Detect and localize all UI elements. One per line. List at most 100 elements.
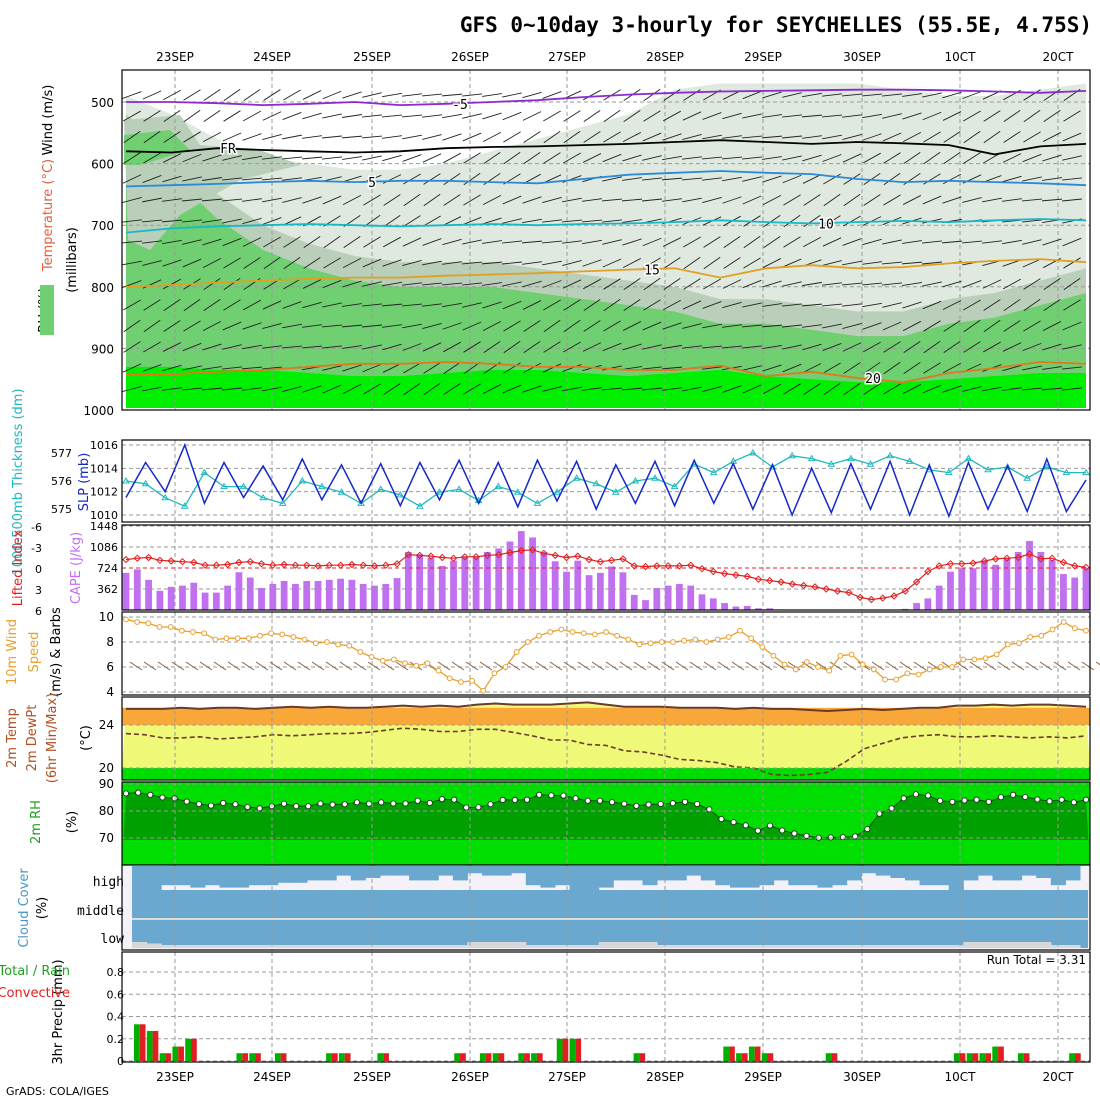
surface-barb xyxy=(283,661,297,671)
wind-barb xyxy=(183,89,201,101)
thickness-tick-label: 576 xyxy=(51,475,72,488)
li-marker xyxy=(551,551,559,560)
wind-barb xyxy=(423,193,441,207)
wind-barb xyxy=(242,133,262,141)
rh-band-90 xyxy=(126,366,1086,410)
wind-barb xyxy=(143,341,161,353)
wind-barb xyxy=(742,345,762,349)
wind-barb xyxy=(602,239,622,245)
slp-tick-label: 1012 xyxy=(90,486,118,499)
li-marker xyxy=(291,561,300,569)
cape-axis-label: CAPE (J/kg) xyxy=(69,532,84,604)
low-cloud-bar xyxy=(700,945,716,948)
wind-barb xyxy=(422,282,442,286)
low-cloud-bar xyxy=(496,942,512,948)
high-cloud-bar xyxy=(482,866,498,876)
bottom-date-label: 25SEP xyxy=(353,1070,391,1084)
wind-barb xyxy=(442,133,462,141)
wind10m-axis-label: Speed xyxy=(27,632,42,673)
precip-tick-label: 0.4 xyxy=(107,1011,125,1024)
thickness-marker xyxy=(122,477,130,484)
wind-barb xyxy=(523,340,541,354)
run-total-label: Run Total = 3.31 xyxy=(987,953,1086,967)
wind-speed-marker xyxy=(603,629,609,635)
low-cloud-bar xyxy=(292,945,308,948)
wind-barb xyxy=(882,282,902,286)
cape-bar xyxy=(495,548,503,610)
wind-barb xyxy=(682,134,702,140)
isotherm-label: -5 xyxy=(452,98,468,113)
high-cloud-bar xyxy=(438,866,454,876)
wind-barb xyxy=(842,153,862,163)
wind-barb xyxy=(583,109,601,123)
wind-speed-marker xyxy=(346,642,353,649)
low-cloud-bar xyxy=(788,945,804,948)
wind-barb xyxy=(1023,320,1041,332)
wind-barb xyxy=(142,90,162,100)
li-marker xyxy=(777,578,785,586)
wind-barb xyxy=(782,363,802,373)
wind-barb xyxy=(563,110,581,122)
wind-barb xyxy=(1023,278,1041,290)
wind-barb xyxy=(242,387,262,391)
wind-barb xyxy=(123,110,141,122)
wind-barb xyxy=(1062,177,1082,181)
wind-barb xyxy=(203,110,221,122)
li-marker xyxy=(585,555,593,564)
cape-bar xyxy=(935,585,943,610)
low-cloud-bar xyxy=(773,945,789,948)
high-cloud-bar xyxy=(365,866,381,878)
wind-barb xyxy=(621,387,643,391)
wind-barb xyxy=(602,342,622,352)
wind-barb xyxy=(942,196,962,204)
isotherm-label: 20 xyxy=(865,372,881,387)
wind-barb xyxy=(602,176,622,182)
wind-speed-marker xyxy=(357,649,364,655)
wind-barb xyxy=(142,364,162,372)
wind-barb xyxy=(923,320,941,332)
wind-barb xyxy=(263,236,281,248)
wind-barb xyxy=(423,215,441,227)
high-cloud-bar xyxy=(744,866,760,888)
wind-barb xyxy=(702,323,722,329)
temp-band xyxy=(122,707,1090,725)
thickness-marker xyxy=(161,493,170,501)
high-cloud-bar xyxy=(307,866,323,881)
thickness-marker xyxy=(553,488,561,495)
rh-marker xyxy=(317,800,324,807)
surface-barb xyxy=(969,661,983,671)
wind-barb xyxy=(902,320,922,332)
wind-barb xyxy=(422,323,442,329)
rh-marker xyxy=(779,827,786,834)
wind-speed-marker xyxy=(156,624,163,630)
wind-speed-marker xyxy=(759,644,766,650)
wind-barb xyxy=(822,237,842,247)
li-marker xyxy=(1048,554,1056,562)
wind-barb xyxy=(603,320,621,332)
rh-marker xyxy=(414,797,421,804)
wind-barb xyxy=(823,215,841,227)
slp-thickness-panel: 1010 1012 1014 1016 575 576 577 1000-500mb Thic… xyxy=(11,388,1091,576)
wind-barb xyxy=(603,278,621,290)
rain-bar xyxy=(146,1030,153,1061)
wind-barb xyxy=(162,175,182,183)
wind-barb xyxy=(1002,175,1022,183)
wind-barb xyxy=(802,92,822,98)
wind-barb xyxy=(222,177,242,181)
wind-barb xyxy=(622,257,642,269)
bottom-date-label: 29SEP xyxy=(744,1070,782,1084)
wind-barb xyxy=(842,93,862,97)
thickness-marker xyxy=(670,482,679,490)
li-marker xyxy=(799,581,808,590)
rain-bar xyxy=(326,1053,332,1061)
wind-barb xyxy=(462,132,482,142)
wind-barb xyxy=(202,257,222,269)
wind-barb xyxy=(903,152,921,164)
wind-barb xyxy=(442,261,462,265)
wind-barb xyxy=(1062,387,1082,391)
wind-speed-marker xyxy=(848,651,855,658)
cape-bar xyxy=(743,605,751,610)
wind-barb xyxy=(883,341,901,353)
convective-bar xyxy=(280,1053,287,1061)
wind-barb xyxy=(342,91,362,99)
